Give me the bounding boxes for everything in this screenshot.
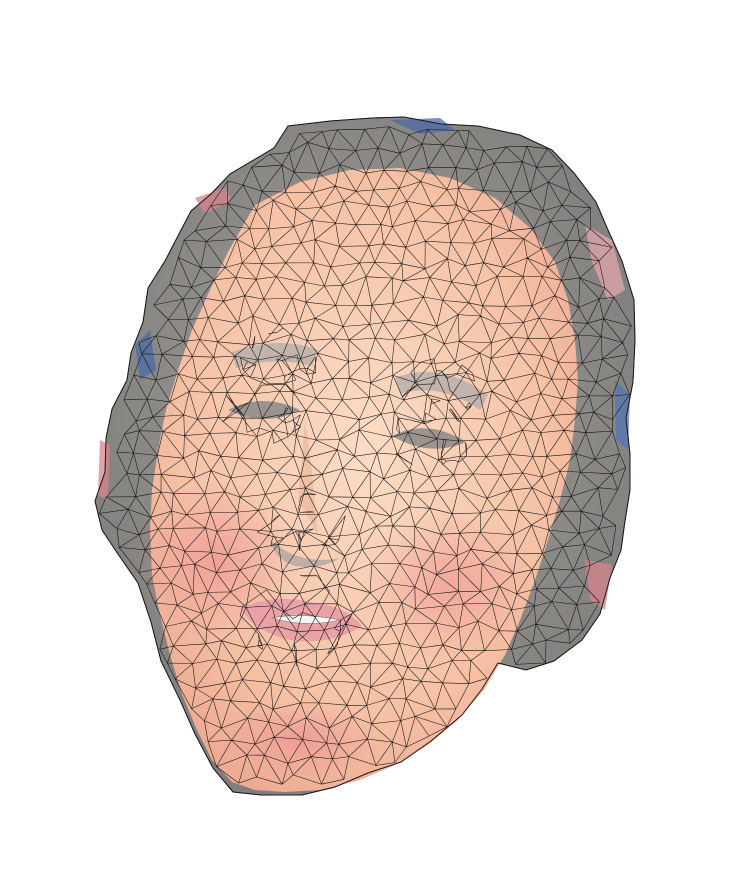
left-eyebrow xyxy=(232,342,318,368)
edge-highlight-5 xyxy=(585,560,612,610)
edge-highlight-3 xyxy=(615,380,630,450)
chin-blush xyxy=(220,700,380,780)
wireframe-mesh xyxy=(94,116,636,796)
edge-highlight-0 xyxy=(195,188,232,214)
nose-bridge xyxy=(298,420,318,535)
nose-shadow xyxy=(270,540,340,567)
edge-highlight-4 xyxy=(98,440,110,500)
right-eye xyxy=(392,428,466,449)
mesh-outline xyxy=(94,116,636,796)
left-cheek-blush xyxy=(135,480,295,640)
mesh-edges xyxy=(99,126,632,785)
